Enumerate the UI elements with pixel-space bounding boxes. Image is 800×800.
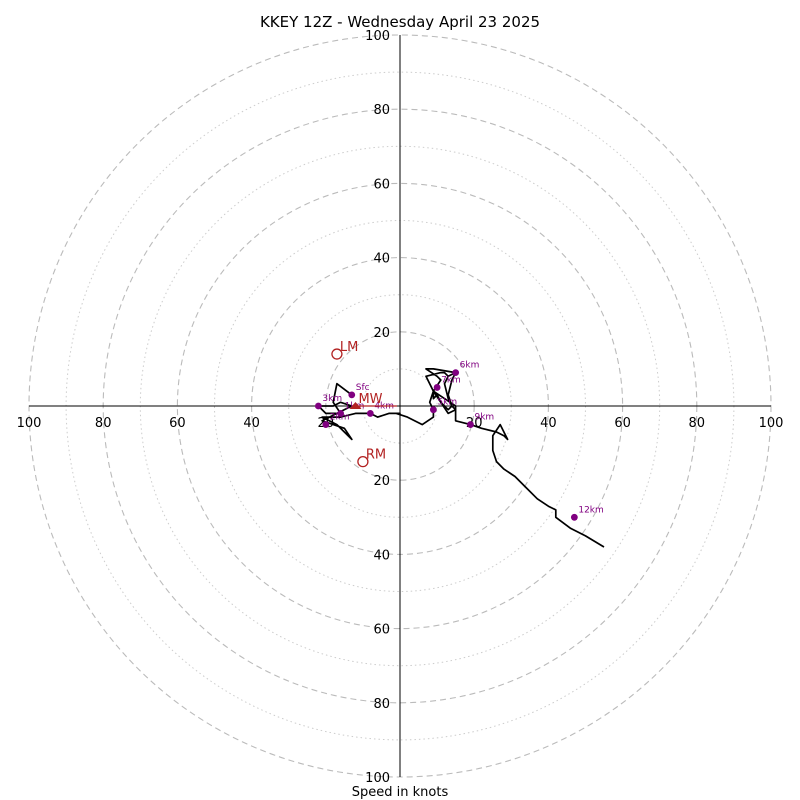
height-markers: Sfc1km2km3km4km5km6km7km9km12km <box>314 361 604 521</box>
y-tick-label: 60 <box>373 177 390 192</box>
hodograph-trace <box>317 368 605 548</box>
height-marker-point <box>429 406 437 414</box>
rm-label: RM <box>366 448 386 463</box>
y-tick-label: 100 <box>365 29 390 44</box>
height-marker-label: 9km <box>474 413 494 423</box>
mean-wind-marker <box>349 402 362 409</box>
tick-labels: 2020202040404040606060608080808010010010… <box>17 29 784 786</box>
mw-label: MW <box>358 392 382 407</box>
height-marker-label: 5km <box>437 398 457 408</box>
height-marker-label: 2km <box>330 413 350 423</box>
y-tick-label: 20 <box>373 474 390 489</box>
y-tick-label: 100 <box>365 771 390 786</box>
x-tick-label: 60 <box>614 416 631 431</box>
y-tick-label: 60 <box>373 623 390 638</box>
wind-profile-line <box>317 368 605 548</box>
height-marker-label: Sfc <box>356 383 370 393</box>
y-tick-label: 40 <box>373 252 390 267</box>
height-marker-point <box>433 384 441 391</box>
lm-label: LM <box>340 340 358 355</box>
rm-marker <box>357 455 369 468</box>
y-tick-label: 80 <box>373 697 390 712</box>
height-marker-point <box>337 410 345 417</box>
x-tick-label: 100 <box>17 416 42 431</box>
x-tick-label: 40 <box>540 416 557 431</box>
height-marker-label: 12km <box>578 505 603 515</box>
y-tick-label: 80 <box>373 103 390 118</box>
y-tick-label: 20 <box>373 326 390 341</box>
height-marker-point <box>348 391 356 399</box>
y-tick-label: 40 <box>373 548 390 563</box>
height-marker-point <box>452 369 460 377</box>
x-tick-label: 80 <box>95 416 112 431</box>
x-tick-label: 80 <box>689 416 706 431</box>
height-marker-point <box>314 402 322 410</box>
chart-title: KKEY 12Z - Wednesday April 23 2025 <box>260 13 540 31</box>
axes <box>29 35 771 777</box>
height-marker-label: 3km <box>322 394 342 404</box>
x-tick-label: 100 <box>759 416 784 431</box>
height-marker-point <box>366 410 374 417</box>
height-marker-label: 6km <box>460 361 480 371</box>
storm-motion-markers: LM RM MW <box>331 340 397 468</box>
height-marker-point <box>570 513 578 521</box>
lm-marker <box>331 348 343 360</box>
height-marker-point <box>467 421 474 428</box>
x-tick-label: 40 <box>243 416 260 431</box>
height-marker-label: 7km <box>441 375 461 385</box>
height-marker-point <box>322 421 330 428</box>
x-axis-label: Speed in knots <box>352 785 449 800</box>
x-tick-label: 60 <box>169 416 186 431</box>
